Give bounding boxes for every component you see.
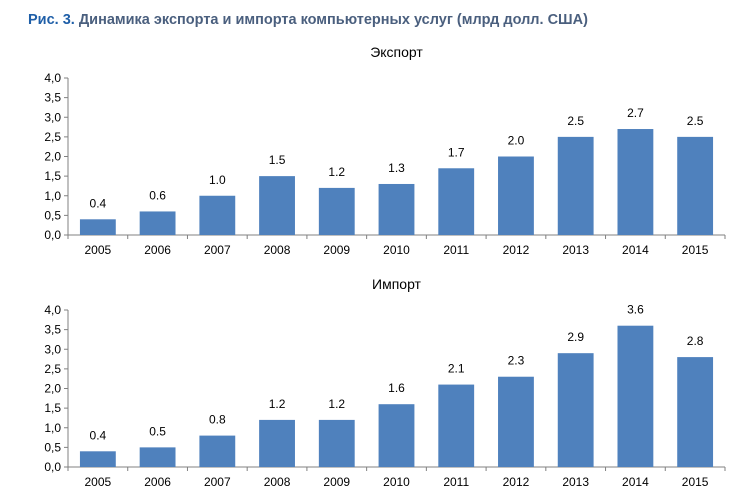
import-bar-2007	[199, 435, 236, 467]
export-bar-2008	[259, 176, 295, 235]
export-data-label-2012: 2.0	[508, 134, 525, 148]
import-y-tick-label: 2,5	[44, 362, 61, 376]
import-x-tick-label-2006: 2006	[144, 475, 171, 489]
import-data-label-2012: 2.3	[508, 354, 525, 368]
export-chart-title: Экспорт	[370, 44, 423, 60]
export-data-label-2011: 1.7	[448, 145, 465, 159]
import-data-label-2011: 2.1	[448, 362, 465, 376]
import-y-tick-label: 4,0	[44, 303, 61, 317]
export-x-tick-label-2006: 2006	[144, 243, 171, 257]
figure-title-text: Динамика экспорта и импорта компьютерных…	[78, 12, 588, 28]
export-x-tick-label-2005: 2005	[85, 243, 112, 257]
export-chart: Экспорт 0,0 0,5 1,0 1,5 2,0 2,5 3,0 3,5 4,0 0.4 200…	[44, 44, 726, 257]
export-data-label-2009: 1.2	[328, 165, 345, 179]
import-data-label-2015: 2.8	[687, 334, 704, 348]
export-y-tick-label: 0,0	[44, 228, 61, 242]
import-data-label-2005: 0.4	[90, 428, 107, 442]
export-x-tick-label-2007: 2007	[204, 243, 231, 257]
import-x-tick-label-2008: 2008	[264, 475, 291, 489]
import-data-label-2008: 1.2	[269, 397, 286, 411]
export-y-tick-label: 3,0	[44, 110, 61, 124]
import-bar-2013	[557, 353, 594, 467]
export-bar-2007	[199, 195, 236, 235]
export-data-label-2013: 2.5	[567, 114, 584, 128]
export-data-label-2008: 1.5	[269, 153, 286, 167]
import-x-tick-label-2007: 2007	[204, 475, 231, 489]
import-x-tick-label-2010: 2010	[383, 475, 410, 489]
import-bar-2015	[677, 357, 714, 467]
export-bar-2011	[438, 168, 475, 235]
export-data-label-2005: 0.4	[90, 196, 107, 210]
export-x-tick-label-2009: 2009	[323, 243, 350, 257]
import-bar-2005	[79, 451, 116, 467]
import-y-tick-label: 3,5	[44, 323, 61, 337]
export-y-tick-label: 1,5	[44, 169, 61, 183]
import-bar-2012	[498, 376, 534, 467]
export-data-label-2006: 0.6	[149, 188, 166, 202]
export-x-tick-label-2014: 2014	[622, 243, 649, 257]
import-data-label-2009: 1.2	[328, 397, 345, 411]
export-y-tick-label: 2,5	[44, 130, 61, 144]
import-bar-2008	[259, 419, 295, 467]
import-x-tick-label-2009: 2009	[323, 475, 350, 489]
import-data-label-2006: 0.5	[149, 424, 166, 438]
import-chart: Импорт 0,0 0,5 1,0 1,5 2,0 2,5 3,0 3,5 4,0 0.4 2005…	[44, 276, 726, 489]
import-data-label-2014: 3.6	[627, 303, 644, 317]
export-bar-2013	[557, 136, 594, 235]
import-x-tick-label-2011: 2011	[443, 475, 469, 489]
import-y-tick-label: 1,5	[44, 401, 61, 415]
import-data-label-2013: 2.9	[567, 330, 584, 344]
import-y-tick-label: 2,0	[44, 382, 61, 396]
export-data-label-2007: 1.0	[209, 173, 226, 187]
export-y-tick-label: 4,0	[44, 71, 61, 85]
export-x-tick-label-2010: 2010	[383, 243, 410, 257]
export-data-label-2014: 2.7	[627, 106, 644, 120]
export-y-tick-label: 1,0	[44, 189, 61, 203]
export-bar-2012	[498, 156, 534, 235]
import-chart-title: Импорт	[372, 276, 422, 292]
import-data-label-2010: 1.6	[388, 381, 405, 395]
export-data-label-2010: 1.3	[388, 161, 405, 175]
export-bar-2006	[139, 211, 176, 235]
export-bar-2009	[318, 187, 355, 235]
export-bar-2015	[677, 136, 714, 235]
import-bar-2010	[378, 404, 415, 467]
figure-title: Рис. 3. Динамика экспорта и импорта комп…	[28, 12, 588, 28]
import-y-tick-label: 1,0	[44, 421, 61, 435]
import-y-tick-label: 0,5	[44, 440, 61, 454]
import-x-tick-label-2005: 2005	[85, 475, 112, 489]
import-bar-2009	[318, 419, 355, 467]
export-x-tick-label-2015: 2015	[682, 243, 709, 257]
import-y-tick-label: 0,0	[44, 460, 61, 474]
import-x-tick-label-2015: 2015	[682, 475, 709, 489]
import-bar-2014	[617, 325, 654, 467]
import-bar-2011	[438, 384, 475, 467]
export-x-tick-label-2012: 2012	[503, 243, 530, 257]
export-data-label-2015: 2.5	[687, 114, 704, 128]
export-y-tick-label: 3,5	[44, 91, 61, 105]
figure-label: Рис. 3.	[28, 12, 75, 28]
export-x-tick-label-2011: 2011	[443, 243, 469, 257]
export-x-tick-label-2013: 2013	[562, 243, 589, 257]
import-bar-2006	[139, 447, 176, 467]
import-x-tick-label-2012: 2012	[503, 475, 530, 489]
export-bar-2005	[79, 219, 116, 235]
export-bar-2010	[378, 183, 415, 235]
import-y-tick-label: 3,0	[44, 342, 61, 356]
export-x-tick-label-2008: 2008	[264, 243, 291, 257]
export-bar-2014	[617, 129, 654, 235]
import-x-tick-label-2014: 2014	[622, 475, 649, 489]
export-y-tick-label: 0,5	[44, 208, 61, 222]
import-x-tick-label-2013: 2013	[562, 475, 589, 489]
import-data-label-2007: 0.8	[209, 413, 226, 427]
export-y-tick-label: 2,0	[44, 150, 61, 164]
